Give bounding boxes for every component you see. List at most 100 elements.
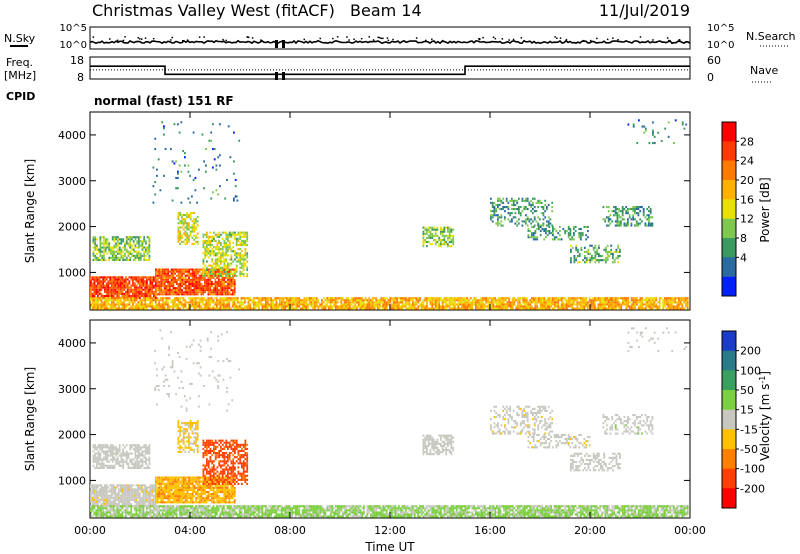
range-gate-cell [140, 490, 143, 493]
range-gate-cell [385, 305, 388, 308]
range-gate-cell [548, 230, 551, 233]
range-gate-cell [329, 305, 332, 308]
range-gate-cell [138, 238, 140, 241]
range-gate-cell [98, 286, 101, 289]
range-gate-cell [599, 305, 602, 308]
range-gate-cell [518, 212, 520, 215]
range-gate-cell [538, 228, 540, 231]
range-gate-cell [90, 496, 92, 499]
range-gate-cell [546, 234, 549, 237]
range-gate-cell [165, 297, 167, 300]
range-gate-cell [213, 254, 215, 257]
range-gate-cell [293, 297, 295, 300]
range-gate-cell [184, 164, 186, 167]
range-gate-cell [664, 127, 667, 130]
range-gate-cell [111, 276, 113, 279]
range-gate-cell [132, 492, 134, 495]
range-gate-cell [272, 301, 274, 304]
range-gate-cell [91, 303, 94, 306]
range-gate-cell [632, 301, 635, 304]
range-gate-cell [497, 222, 499, 225]
range-gate-cell [106, 452, 109, 455]
range-gate-cell [539, 299, 542, 302]
range-gate-cell [225, 289, 227, 292]
range-gate-cell [140, 307, 143, 310]
range-gate-cell [233, 291, 236, 294]
range-gate-cell [130, 502, 133, 505]
range-gate-cell [155, 280, 157, 283]
range-gate-cell [613, 303, 616, 306]
range-gate-cell [296, 303, 299, 306]
range-gate-cell [116, 484, 119, 487]
range-gate-cell [118, 299, 120, 302]
range-gate-cell [315, 303, 318, 306]
range-gate-cell [162, 491, 164, 494]
range-gate-cell [113, 446, 116, 449]
range-gate-cell [434, 228, 437, 231]
range-gate-cell [126, 290, 129, 293]
range-gate-cell [179, 272, 182, 275]
range-gate-cell [611, 210, 614, 213]
range-gate-cell [646, 305, 649, 308]
range-gate-cell [158, 482, 161, 485]
range-gate-cell [101, 464, 104, 467]
range-gate-cell [237, 233, 240, 236]
range-gate-cell [179, 301, 181, 304]
range-gate-cell [193, 301, 195, 304]
range-gate-cell [163, 125, 165, 128]
range-gate-cell [145, 242, 147, 245]
range-gate-cell [124, 254, 126, 257]
range-gate-cell [672, 307, 675, 310]
range-gate-cell [218, 250, 221, 253]
range-gate-cell [541, 297, 544, 300]
range-gate-cell [127, 252, 130, 255]
range-gate-cell [90, 504, 92, 507]
range-gate-cell [252, 307, 255, 310]
range-gate-cell [128, 301, 131, 304]
range-gate-cell [156, 285, 159, 288]
range-gate-cell [495, 214, 498, 217]
range-gate-cell [97, 301, 99, 304]
range-gate-cell [161, 307, 164, 310]
range-gate-cell [154, 502, 157, 505]
range-gate-cell [131, 452, 133, 455]
range-gate-cell [485, 301, 488, 304]
range-gate-cell [685, 303, 687, 306]
range-gate-cell [176, 289, 178, 292]
range-gate-cell [90, 494, 92, 497]
range-gate-cell [186, 211, 188, 214]
range-gate-cell [122, 448, 125, 451]
range-gate-cell [501, 305, 504, 308]
range-gate-cell [154, 486, 157, 489]
range-gate-cell [160, 278, 163, 281]
range-gate-cell [97, 446, 100, 449]
range-gate-cell [146, 294, 148, 297]
range-gate-cell [220, 266, 222, 269]
range-gate-cell [239, 260, 242, 263]
range-gate-cell [424, 305, 427, 308]
range-gate-cell [202, 299, 204, 302]
range-gate-cell [218, 256, 221, 259]
range-gate-cell [216, 252, 219, 255]
range-gate-cell [220, 262, 222, 265]
range-gate-cell [364, 305, 367, 308]
range-gate-cell [464, 303, 467, 306]
range-gate-cell [644, 216, 647, 219]
range-gate-cell [545, 228, 547, 231]
range-gate-cell [223, 291, 226, 294]
range-gate-cell [207, 303, 210, 306]
range-gate-cell [618, 208, 621, 211]
range-gate-cell [228, 244, 231, 247]
range-gate-cell [167, 299, 169, 302]
range-gate-cell [179, 270, 182, 273]
range-gate-cell [637, 208, 640, 211]
range-gate-cell [277, 297, 280, 300]
range-gate-cell [191, 268, 194, 271]
range-gate-cell [160, 480, 163, 483]
range-gate-cell [282, 301, 285, 304]
range-gate-cell [139, 502, 141, 505]
range-gate-cell [606, 301, 609, 304]
range-gate-cell [172, 289, 175, 292]
range-gate-cell [236, 199, 239, 202]
range-gate-cell [377, 299, 379, 302]
